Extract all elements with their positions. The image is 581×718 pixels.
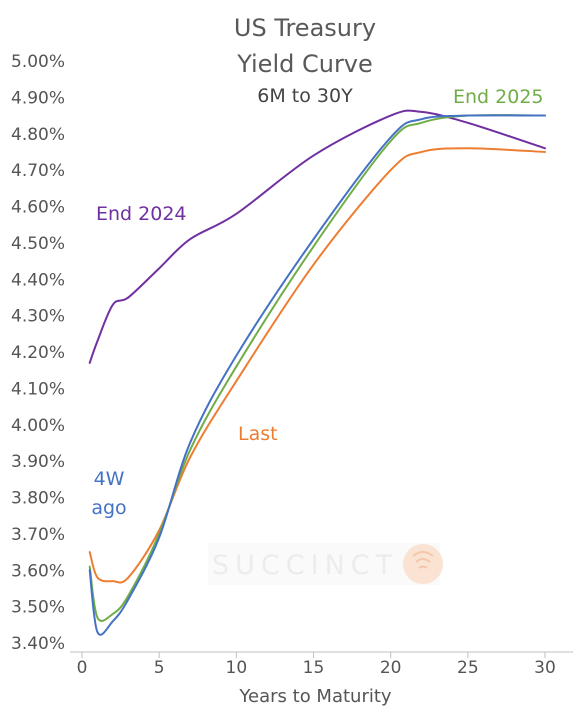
chart-title-line: US Treasury bbox=[234, 14, 376, 42]
y-tick-label: 3.80% bbox=[11, 489, 65, 509]
y-tick-label: 5.00% bbox=[11, 52, 65, 72]
x-tick-label: 5 bbox=[154, 658, 165, 678]
x-tick-label: 20 bbox=[380, 658, 402, 678]
y-tick-label: 4.60% bbox=[11, 198, 65, 218]
series-label-4w-ago: ago bbox=[91, 497, 126, 519]
y-tick-label: 3.60% bbox=[11, 561, 65, 581]
chart-title-line: Yield Curve bbox=[236, 50, 373, 78]
series-line-end-2025 bbox=[88, 114, 546, 622]
y-tick-label: 4.70% bbox=[11, 161, 65, 181]
y-tick-label: 4.30% bbox=[11, 307, 65, 327]
series-line-4w-ago bbox=[88, 114, 546, 636]
watermark-logo-icon bbox=[403, 544, 443, 584]
y-tick-label: 3.70% bbox=[11, 525, 65, 545]
y-tick-label: 3.50% bbox=[11, 598, 65, 618]
series-line-last bbox=[88, 147, 546, 584]
series-label-4w-ago: 4W bbox=[94, 468, 125, 490]
series-label-end-2024: End 2024 bbox=[96, 203, 187, 225]
x-tick-label: 10 bbox=[226, 658, 248, 678]
y-tick-label: 4.00% bbox=[11, 416, 65, 436]
x-tick-label: 25 bbox=[457, 658, 479, 678]
x-tick-label: 30 bbox=[534, 658, 556, 678]
series-line-end-2024 bbox=[88, 109, 546, 364]
y-tick-label: 4.40% bbox=[11, 270, 65, 290]
y-tick-label: 4.20% bbox=[11, 343, 65, 363]
y-tick-label: 4.90% bbox=[11, 88, 65, 108]
y-tick-label: 3.90% bbox=[11, 452, 65, 472]
y-tick-label: 4.10% bbox=[11, 379, 65, 399]
series-label-end-2025: End 2025 bbox=[453, 86, 544, 108]
watermark: SUCCINCT bbox=[208, 543, 443, 585]
y-tick-label: 4.80% bbox=[11, 125, 65, 145]
watermark-text: SUCCINCT bbox=[212, 550, 398, 581]
chart-subtitle: 6M to 30Y bbox=[257, 85, 353, 107]
series-label-last: Last bbox=[238, 423, 278, 445]
x-tick-label: 15 bbox=[303, 658, 325, 678]
watermark-background bbox=[208, 543, 440, 585]
x-tick-label: 0 bbox=[77, 658, 88, 678]
y-tick-label: 3.40% bbox=[11, 634, 65, 654]
watermark-logo-waves-icon bbox=[412, 551, 434, 569]
x-axis-title: Years to Maturity bbox=[238, 686, 391, 707]
y-tick-label: 4.50% bbox=[11, 234, 65, 254]
